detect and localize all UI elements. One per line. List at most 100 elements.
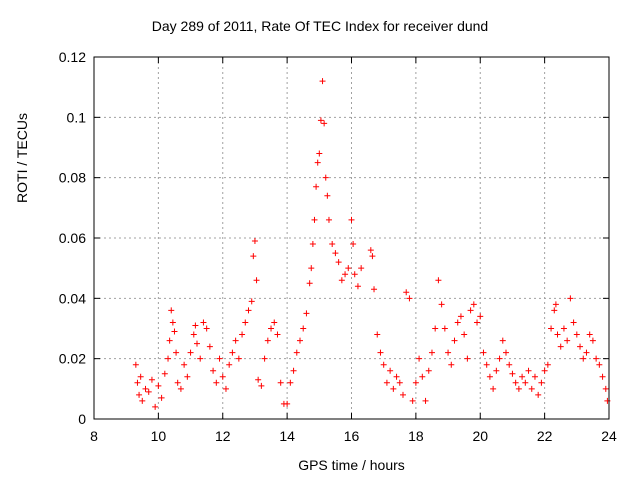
data-point: [158, 394, 165, 401]
data-point: [165, 355, 172, 362]
data-point: [268, 325, 275, 332]
data-point: [396, 379, 403, 386]
data-point: [219, 373, 226, 380]
data-point: [519, 373, 526, 380]
data-point: [250, 253, 257, 260]
data-point: [599, 373, 606, 380]
data-point: [155, 382, 162, 389]
data-point: [586, 331, 593, 338]
data-points: [132, 78, 611, 410]
data-point: [242, 319, 249, 326]
data-point: [174, 379, 181, 386]
data-point: [213, 379, 220, 386]
data-point: [393, 373, 400, 380]
data-point: [535, 391, 542, 398]
data-point: [232, 337, 239, 344]
data-point: [309, 241, 316, 248]
data-point: [461, 331, 468, 338]
data-point: [374, 331, 381, 338]
data-point: [467, 307, 474, 314]
data-point: [316, 150, 323, 157]
data-point: [351, 271, 358, 278]
data-point: [338, 277, 345, 284]
chart-title: Day 289 of 2011, Rate Of TEC Index for r…: [151, 18, 489, 34]
data-point: [253, 277, 260, 284]
data-point: [293, 349, 300, 356]
data-point: [290, 367, 297, 374]
data-point: [132, 361, 139, 368]
y-tick-label: 0.02: [59, 351, 86, 367]
data-point: [300, 325, 307, 332]
y-tick-label: 0.04: [59, 290, 86, 306]
data-point: [496, 355, 503, 362]
data-point: [560, 325, 567, 332]
data-point: [321, 120, 328, 127]
x-tick-label: 20: [472, 428, 488, 444]
data-point: [406, 295, 413, 302]
data-point: [206, 343, 213, 350]
data-point: [354, 283, 361, 290]
data-point: [428, 349, 435, 356]
data-point: [448, 361, 455, 368]
data-point: [522, 379, 529, 386]
data-point: [567, 295, 574, 302]
data-point: [541, 367, 548, 374]
data-point: [422, 397, 429, 404]
y-tick-label: 0.1: [67, 109, 87, 125]
data-point: [383, 379, 390, 386]
data-point: [197, 355, 204, 362]
data-point: [480, 349, 487, 356]
data-point: [409, 397, 416, 404]
data-point: [583, 349, 590, 356]
data-point: [251, 238, 258, 245]
data-point: [190, 331, 197, 338]
data-point: [493, 367, 500, 374]
data-point: [329, 241, 336, 248]
y-tick-label: 0.08: [59, 170, 86, 186]
data-point: [570, 319, 577, 326]
data-point: [589, 337, 596, 344]
data-point: [216, 355, 223, 362]
data-point: [367, 247, 374, 254]
x-tick-label: 22: [537, 428, 553, 444]
data-point: [194, 340, 200, 347]
data-point: [152, 403, 159, 410]
data-point: [416, 355, 423, 362]
data-point: [142, 385, 149, 392]
data-point: [454, 319, 461, 326]
data-point: [161, 370, 168, 377]
data-point: [306, 280, 313, 287]
data-point: [552, 301, 559, 308]
data-point: [322, 174, 329, 181]
y-tick-label: 0.06: [59, 230, 86, 246]
data-point: [139, 397, 146, 404]
data-point: [358, 265, 365, 272]
data-point: [464, 355, 471, 362]
data-point: [593, 355, 600, 362]
data-point: [377, 349, 384, 356]
data-point: [332, 250, 339, 257]
data-point: [271, 319, 278, 326]
data-point: [432, 325, 439, 332]
data-point: [284, 400, 291, 407]
y-tick-label: 0: [78, 411, 86, 427]
data-point: [319, 78, 326, 85]
data-point: [602, 385, 609, 392]
data-point: [308, 265, 315, 272]
data-point: [314, 159, 321, 166]
data-point: [287, 379, 294, 386]
data-point: [573, 331, 580, 338]
data-point: [435, 277, 442, 284]
data-point: [425, 367, 432, 374]
data-point: [210, 367, 217, 374]
data-point: [184, 373, 191, 380]
x-tick-label: 16: [344, 428, 360, 444]
data-point: [548, 325, 555, 332]
data-point: [554, 331, 561, 338]
data-point: [490, 385, 497, 392]
data-point: [261, 355, 268, 362]
data-point: [311, 216, 318, 223]
data-point: [445, 349, 452, 356]
data-point: [342, 271, 349, 278]
